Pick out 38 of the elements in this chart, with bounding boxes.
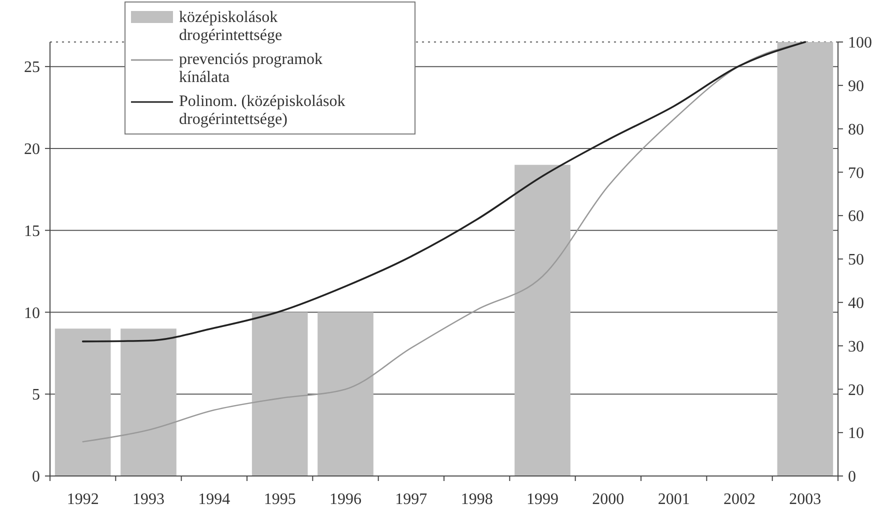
bar: [514, 164, 570, 476]
legend-label: Polinom. (középiskolások drogérintettsége): [179, 93, 346, 128]
y2-tick-label: 50: [848, 252, 864, 269]
y2-tick-label: 60: [848, 208, 864, 226]
y-tick-label: 15: [24, 222, 40, 240]
x-tick-label: 1999: [526, 491, 558, 508]
y2-tick-label: 40: [848, 295, 864, 312]
y-tick-label: 20: [24, 141, 40, 158]
x-tick-label: 1997: [395, 491, 428, 508]
y-tick-label: 25: [24, 59, 40, 76]
x-tick-label: 1993: [132, 491, 164, 508]
y2-tick-label: 30: [848, 338, 864, 356]
bar: [54, 328, 111, 476]
y-tick-label: 10: [24, 304, 40, 322]
y-tick-label: 5: [32, 386, 40, 404]
bar: [318, 312, 374, 476]
x-tick-label: 2001: [658, 491, 690, 508]
y2-tick-label: 100: [848, 34, 872, 52]
x-tick-label: 2000: [592, 491, 624, 508]
legend-label: prevenciós programok kínálata: [179, 51, 323, 86]
y2-tick-label: 90: [848, 78, 864, 95]
bar: [777, 42, 834, 476]
legend-label: középiskolások drogérintettsége: [179, 9, 282, 44]
y2-tick-label: 10: [848, 425, 864, 442]
x-tick-label: 1995: [264, 491, 296, 508]
x-tick-label: 1992: [66, 491, 99, 508]
x-tick-label: 2002: [724, 491, 756, 508]
y2-tick-label: 20: [848, 382, 864, 399]
y2-tick-label: 70: [848, 164, 864, 182]
y2-tick-label: 0: [848, 468, 856, 486]
x-tick-label: 1994: [198, 491, 230, 508]
x-tick-label: 2003: [789, 491, 822, 508]
x-tick-label: 1998: [460, 491, 493, 508]
x-tick-label: 1996: [330, 491, 362, 508]
y-tick-label: 0: [32, 468, 40, 486]
bar: [252, 312, 308, 476]
bar: [120, 328, 176, 476]
y2-tick-label: 80: [848, 121, 864, 138]
